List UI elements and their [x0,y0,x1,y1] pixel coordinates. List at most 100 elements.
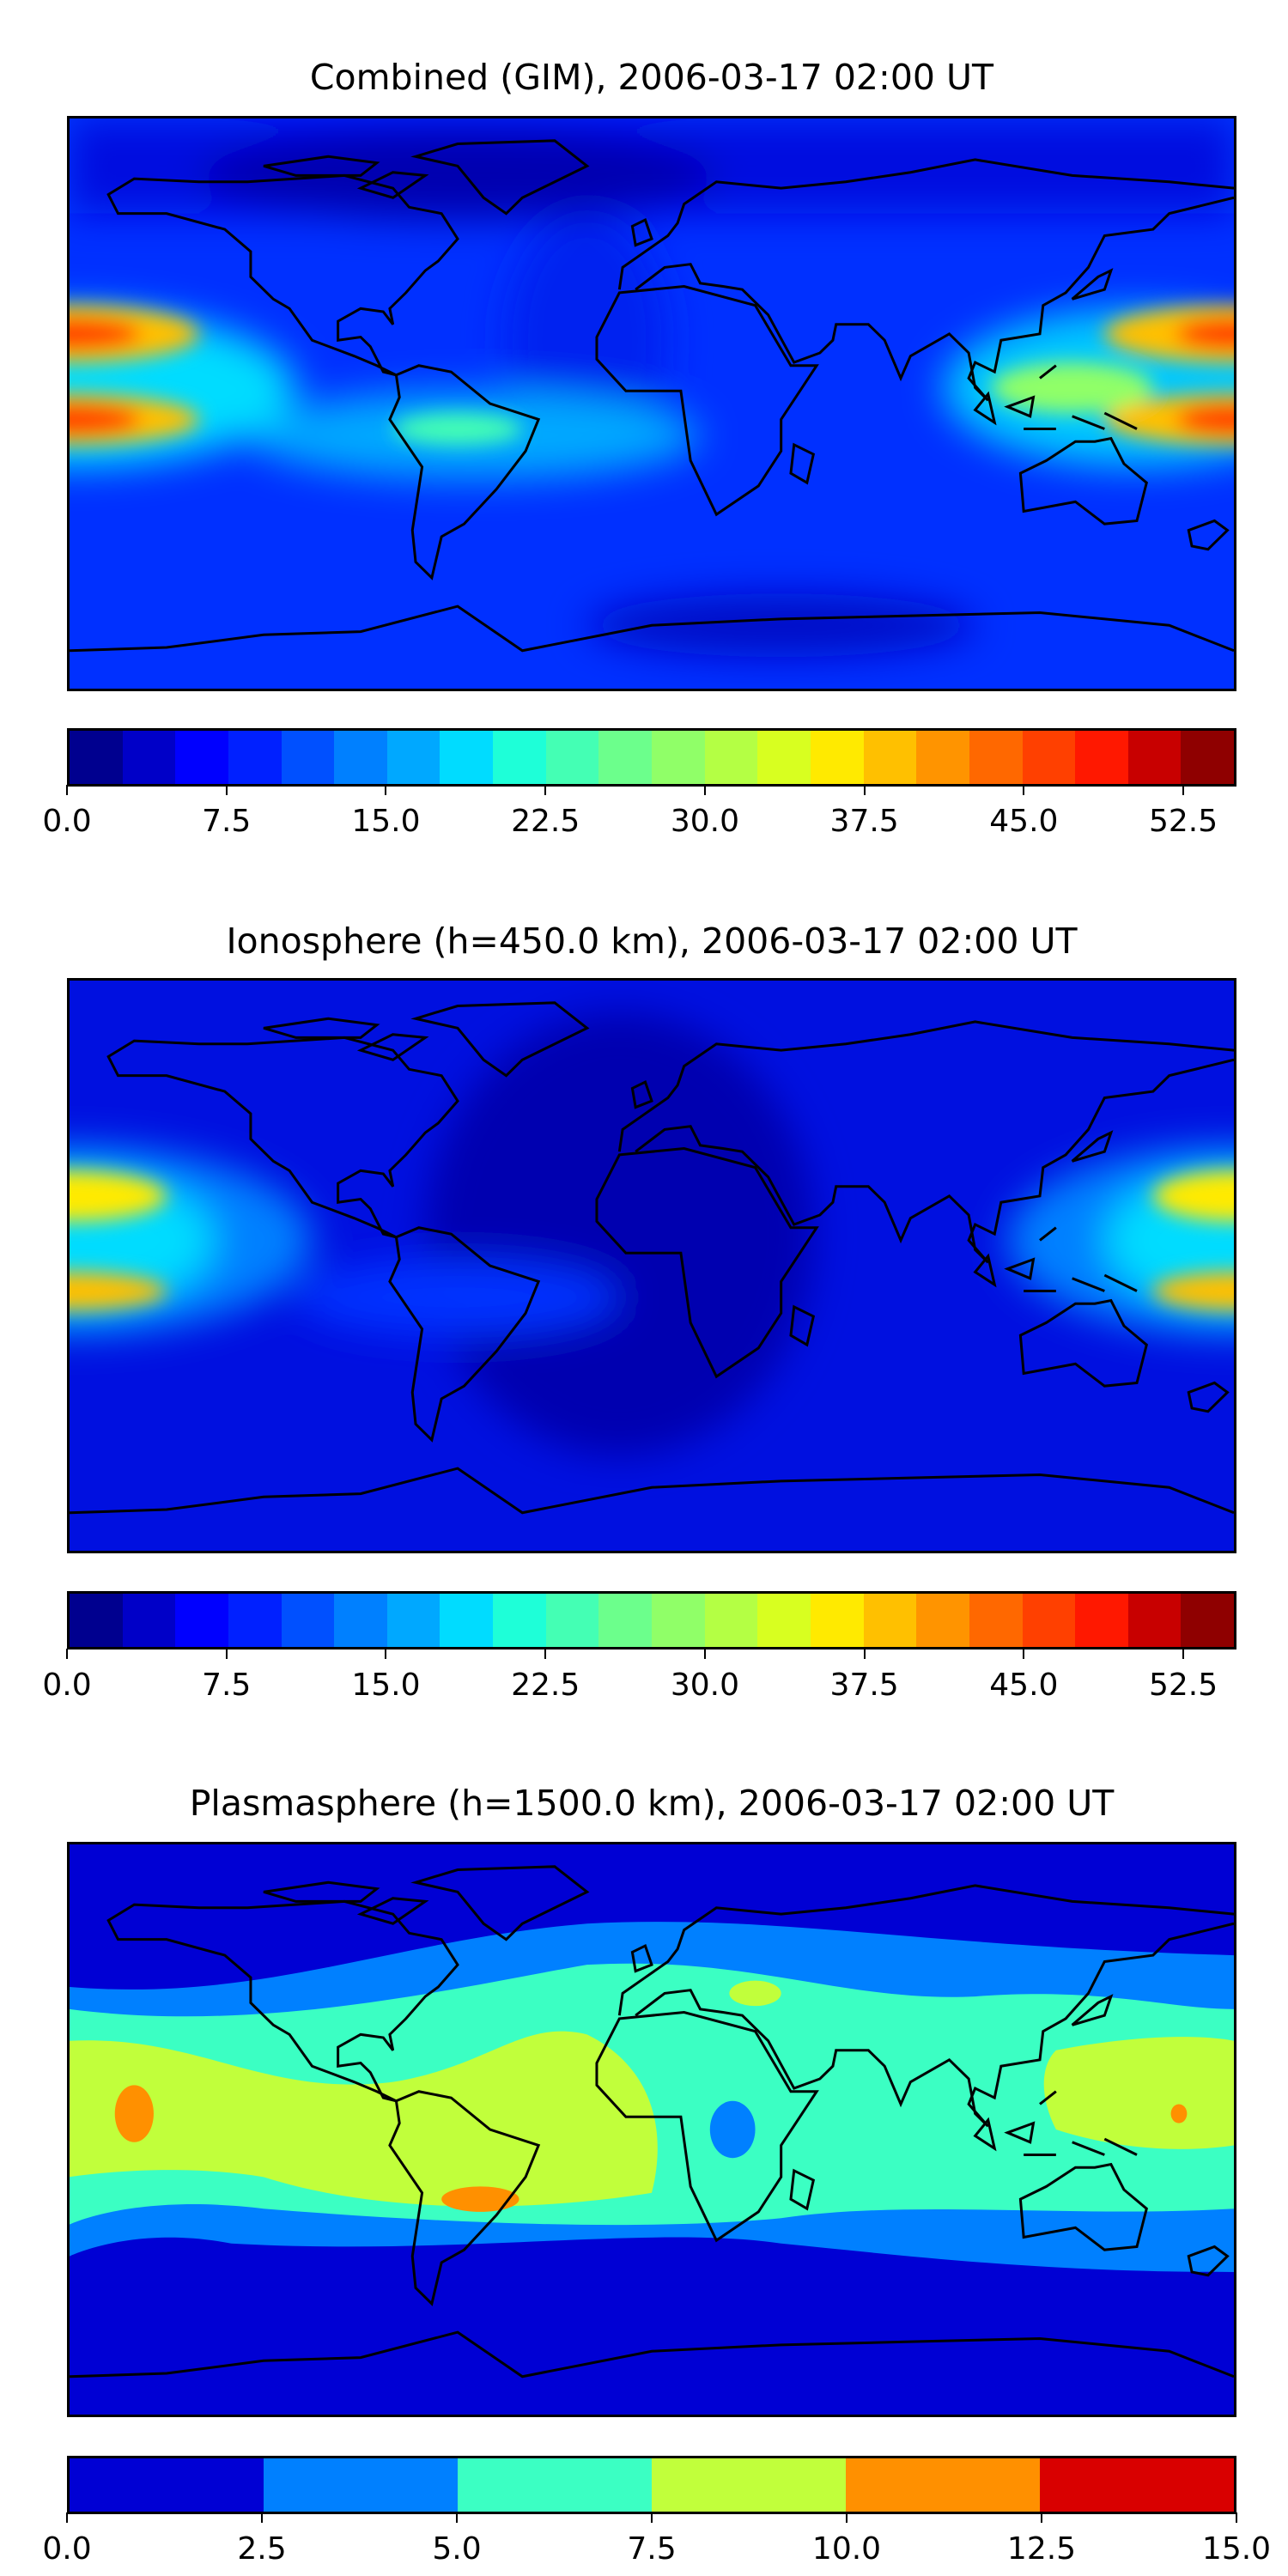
colorbar-level-4 [281,1594,335,1647]
panel-title-plasmasphere: Plasmasphere (h=1500.0 km), 2006-03-17 0… [189,1783,1115,1824]
colorbar-level-5 [334,1594,387,1647]
colorbar-tick [66,2512,68,2523]
colorbar-tick [66,785,68,795]
colorbar-level-2 [175,731,228,784]
colorbar-level-19 [1075,731,1128,784]
colorbar-level-16 [916,1594,969,1647]
colorbar-tick [1236,2512,1237,2523]
colorbar-tick [703,1649,706,1659]
colorbar-level-5 [334,731,387,784]
colorbar-plasmasphere [67,2456,1236,2514]
colorbar-level-4 [281,731,335,784]
colorbar-tick [544,785,547,795]
colorbar-tick-label: 15.0 [1201,2531,1272,2567]
colorbar-level-17 [969,731,1023,784]
colorbar-level-9 [545,1594,599,1647]
colorbar-level-9 [545,731,599,784]
colorbar-level-4 [846,2458,1040,2512]
colorbar-level-0 [70,731,123,784]
colorbar-tick-label: 52.5 [1149,804,1218,839]
colorbar-tick-label: 15.0 [351,804,421,839]
map-ionosphere [67,978,1236,1553]
colorbar-tick-label: 45.0 [989,804,1059,839]
colorbar-level-21 [1181,1594,1235,1647]
colorbar-tick [1182,785,1185,795]
colorbar-tick [703,785,706,795]
colorbar-tick-label: 15.0 [351,1668,421,1703]
colorbar-level-6 [386,731,440,784]
colorbar-level-12 [704,1594,758,1647]
colorbar-level-13 [757,1594,811,1647]
colorbar-level-7 [440,731,494,784]
colorbar-level-11 [652,731,705,784]
colorbar-tick [385,785,387,795]
colorbar-level-20 [1127,1594,1182,1647]
colorbar-level-3 [228,1594,282,1647]
colorbar-tick-label: 5.0 [432,2531,482,2567]
colorbar-tick [544,1649,547,1659]
colorbar-level-8 [493,1594,546,1647]
colorbar-level-7 [440,1594,494,1647]
panel-title-combined: Combined (GIM), 2006-03-17 02:00 UT [309,57,994,98]
colorbar-level-18 [1022,1594,1076,1647]
colorbar-level-19 [1075,1594,1128,1647]
colorbar-ticks-combined: 0.0 7.5 15.0 22.5 30.0 37.5 45.0 52.5 [42,785,1236,839]
colorbar-tick-label: 7.5 [202,804,252,839]
colorbar-tick [385,1649,387,1659]
colorbar-level-0 [70,1594,123,1647]
colorbar-ionosphere [67,1591,1236,1649]
colorbar-tick-label: 0.0 [42,804,92,839]
colorbar-level-2 [175,1594,228,1647]
colorbar-tick-label: 0.0 [42,2531,92,2567]
colorbar-tick-label: 22.5 [511,1668,580,1703]
colorbar-tick-label: 22.5 [511,804,580,839]
colorbar-level-15 [863,1594,917,1647]
colorbar-tick [863,785,866,795]
colorbar-tick [863,1649,866,1659]
colorbar-tick [66,1649,68,1659]
colorbar-tick-label: 7.5 [202,1668,252,1703]
colorbar-tick-label: 37.5 [829,804,899,839]
colorbar-level-3 [652,2458,846,2512]
colorbar-level-21 [1181,731,1235,784]
colorbar-level-13 [757,731,811,784]
colorbar-level-15 [863,731,917,784]
colorbar-level-18 [1022,731,1076,784]
colorbar-tick-label: 52.5 [1149,1668,1218,1703]
colorbar-level-2 [458,2458,652,2512]
colorbar-tick-label: 37.5 [829,1668,899,1703]
colorbar-tick-label: 10.0 [811,2531,882,2567]
colorbar-tick [260,2512,263,2523]
map-combined [67,116,1236,691]
colorbar-tick [1023,785,1025,795]
colorbar-level-12 [704,731,758,784]
colorbar-level-10 [598,731,653,784]
colorbar-level-5 [1040,2458,1234,2512]
colorbar-tick-label: 12.5 [1006,2531,1077,2567]
colorbar-ticks-plasmasphere: 0.0 2.5 5.0 7.5 10.0 12.5 15.0 [42,2512,1271,2567]
colorbar-tick [1023,1649,1025,1659]
colorbar-tick [225,785,228,795]
colorbar-level-14 [810,1594,864,1647]
colorbar-tick-label: 2.5 [237,2531,287,2567]
colorbar-tick [1041,2512,1042,2523]
colorbar-tick [1182,1649,1185,1659]
colorbar-tick-label: 7.5 [627,2531,677,2567]
colorbar-level-17 [969,1594,1023,1647]
colorbar-tick [455,2512,458,2523]
colorbar-level-8 [493,731,546,784]
colorbar-tick [845,2512,848,2523]
colorbar-ticks-ionosphere: 0.0 7.5 15.0 22.5 30.0 37.5 45.0 52.5 [42,1649,1236,1703]
colorbar-tick [651,2512,653,2523]
map-plasmasphere [67,1842,1236,2417]
colorbar-level-1 [122,1594,176,1647]
colorbar-level-20 [1127,731,1182,784]
colorbar-level-11 [652,1594,705,1647]
colorbar-tick-label: 45.0 [989,1668,1059,1703]
colorbar-level-10 [598,1594,653,1647]
colorbar-level-1 [264,2458,458,2512]
colorbar-tick-label: 30.0 [670,804,739,839]
colorbar-tick [225,1649,228,1659]
colorbar-level-1 [122,731,176,784]
colorbar-level-3 [228,731,282,784]
